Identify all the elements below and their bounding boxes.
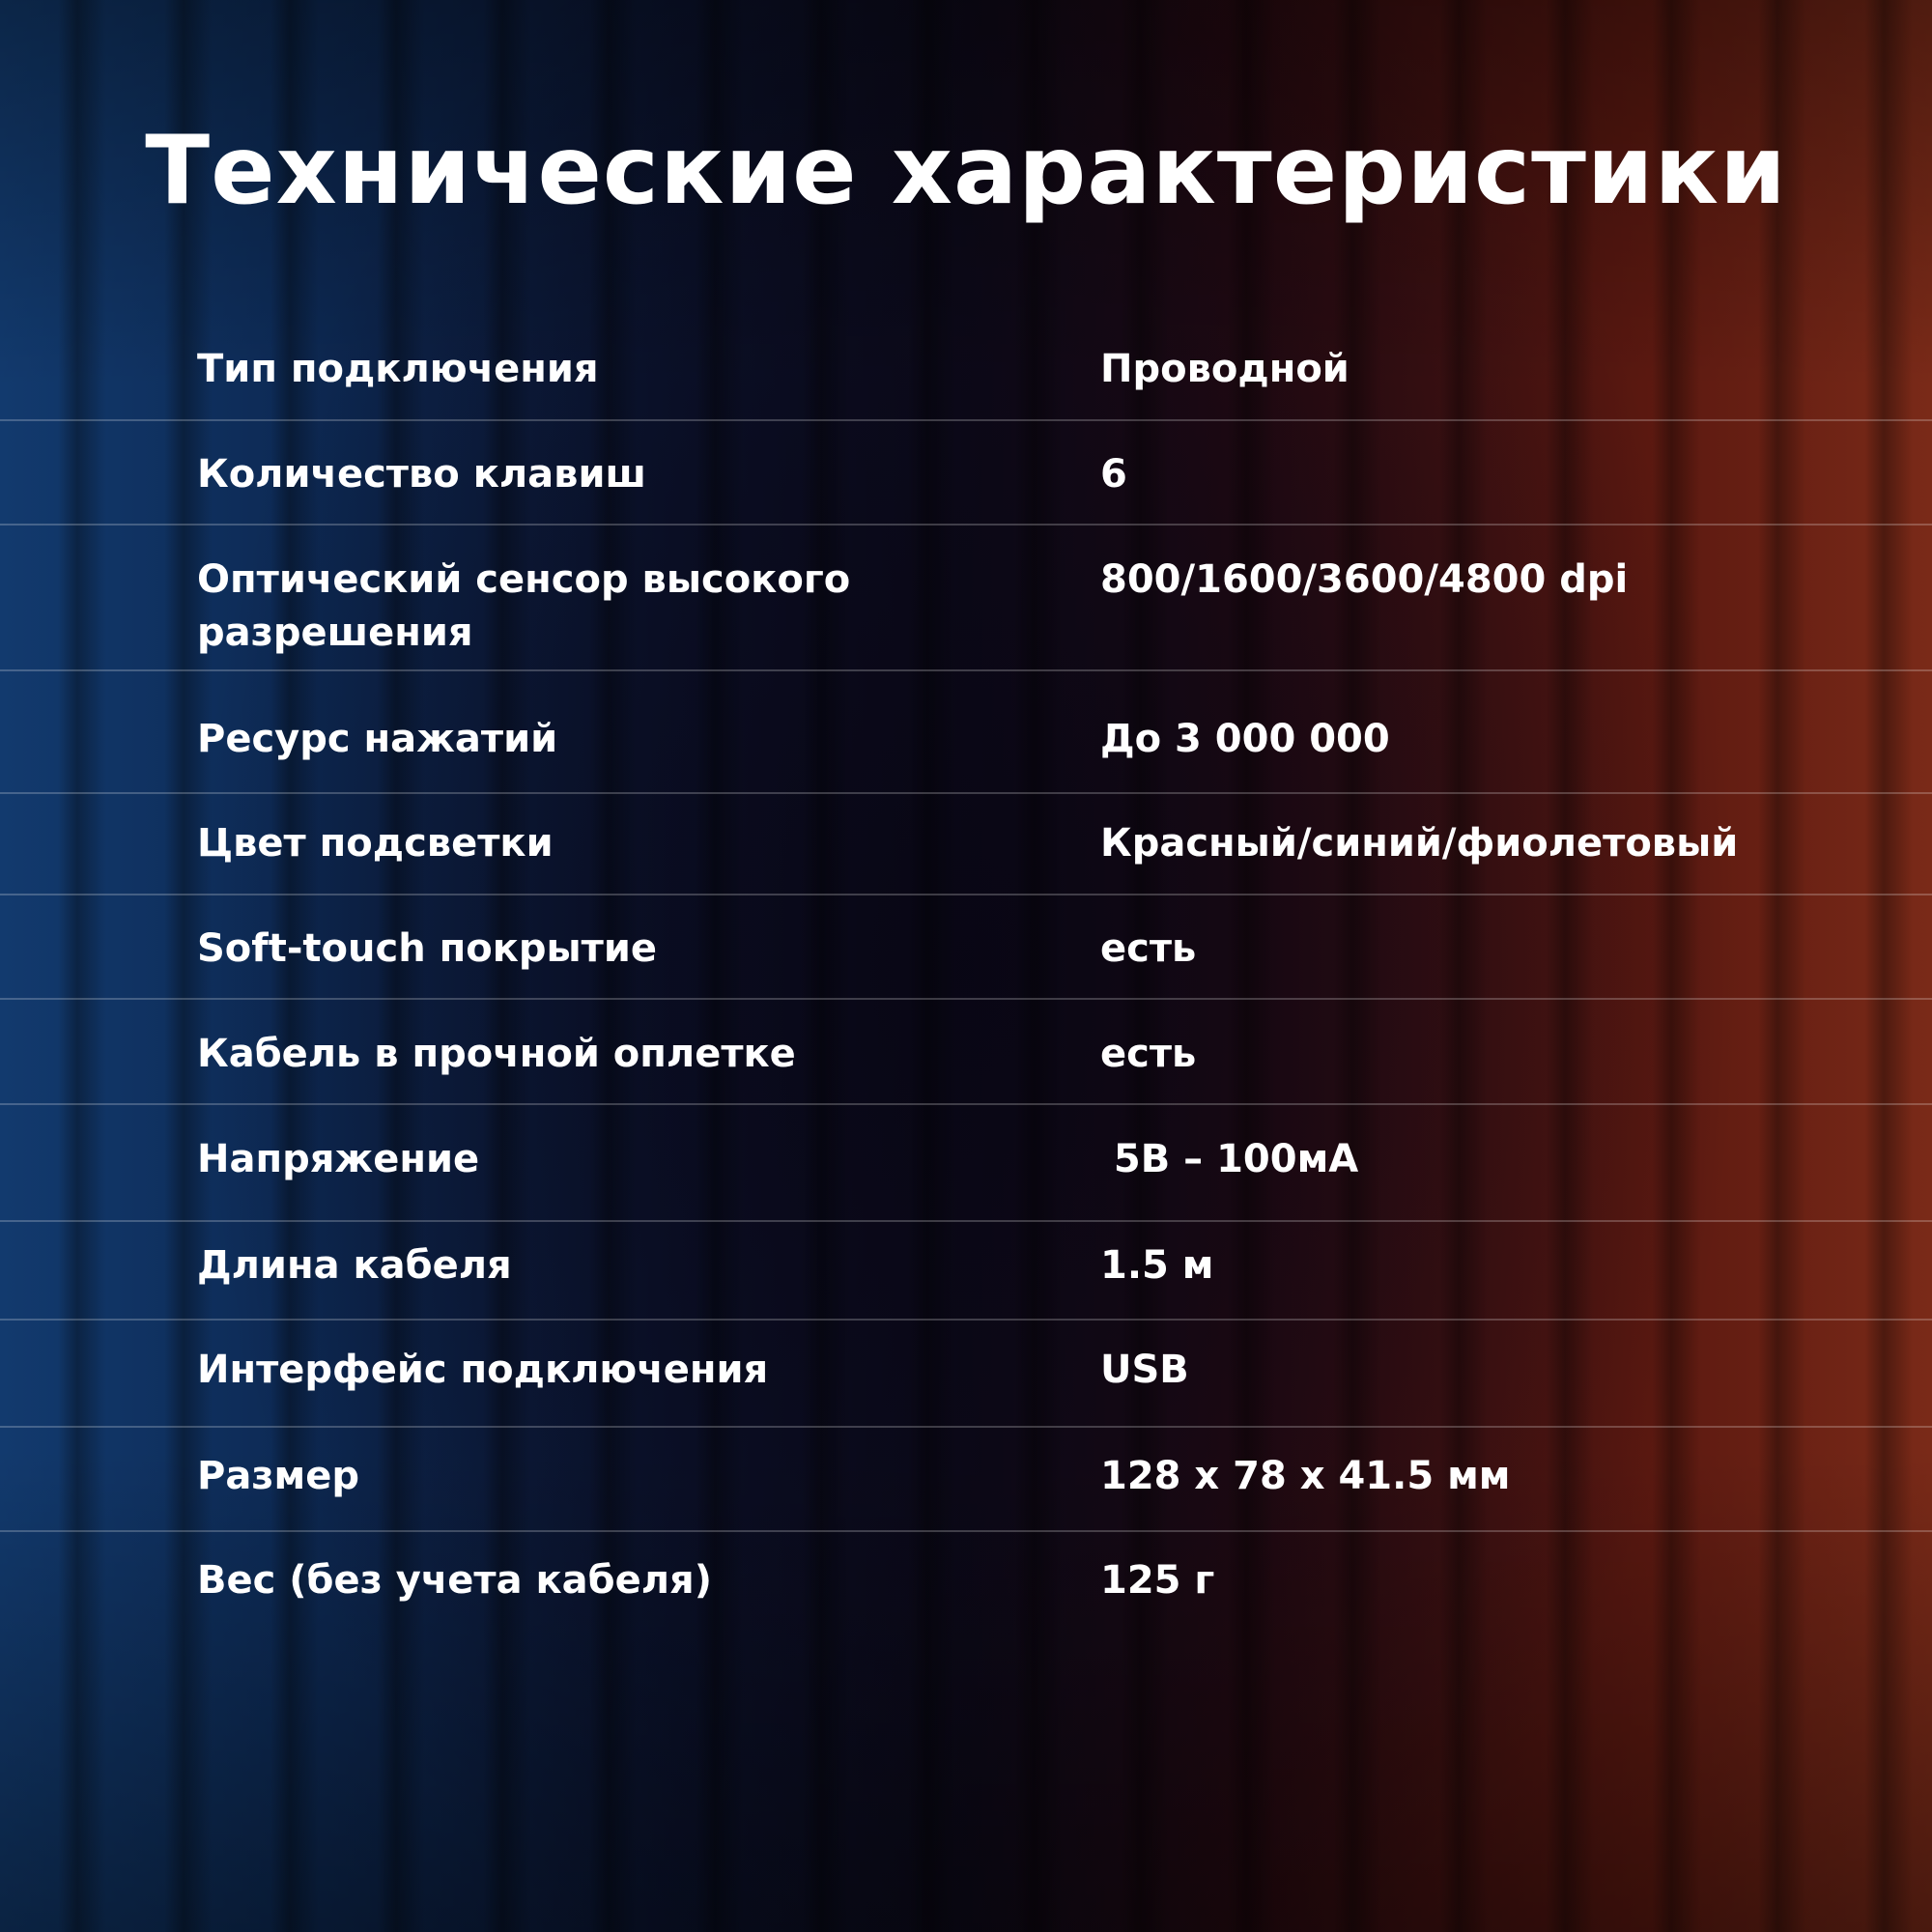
spec-value: 800/1600/3600/4800 dpi [1100, 557, 1629, 602]
spec-label: Ресурс нажатий [197, 717, 558, 761]
spec-value: есть [1100, 926, 1197, 971]
spec-value: 128 x 78 x 41.5 мм [1100, 1454, 1511, 1498]
spec-label: Количество клавиш [197, 452, 646, 497]
spec-label: Цвет подсветки [197, 821, 554, 866]
spec-value: есть [1100, 1032, 1197, 1076]
spec-label: Напряжение [197, 1137, 480, 1181]
spec-value: Красный/синий/фиолетовый [1100, 821, 1739, 866]
row-divider [0, 1426, 1932, 1428]
row-divider [0, 524, 1932, 526]
spec-label: Оптический сенсор высокого разрешения [197, 557, 851, 655]
spec-value: 5В – 100мА [1100, 1137, 1359, 1181]
spec-label: Размер [197, 1454, 360, 1498]
spec-value: 6 [1100, 452, 1127, 497]
row-divider [0, 1103, 1932, 1105]
spec-value: До 3 000 000 [1100, 717, 1390, 761]
row-divider [0, 419, 1932, 421]
spec-value: 125 г [1100, 1558, 1215, 1603]
spec-value: 1.5 м [1100, 1243, 1214, 1288]
spec-value: Проводной [1100, 347, 1350, 391]
row-divider [0, 669, 1932, 671]
spec-label: Вес (без учета кабеля) [197, 1558, 712, 1603]
page-title: Технические характеристики [145, 116, 1787, 226]
row-divider [0, 998, 1932, 1000]
row-divider [0, 1220, 1932, 1222]
row-divider [0, 1319, 1932, 1321]
spec-label: Длина кабеля [197, 1243, 512, 1288]
spec-label: Кабель в прочной оплетке [197, 1032, 796, 1076]
spec-label: Тип подключения [197, 347, 599, 391]
spec-label: Soft-touch покрытие [197, 926, 658, 971]
spec-label: Интерфейс подключения [197, 1348, 769, 1392]
row-divider [0, 1530, 1932, 1532]
row-divider [0, 894, 1932, 895]
spec-value: USB [1100, 1348, 1189, 1392]
row-divider [0, 792, 1932, 794]
